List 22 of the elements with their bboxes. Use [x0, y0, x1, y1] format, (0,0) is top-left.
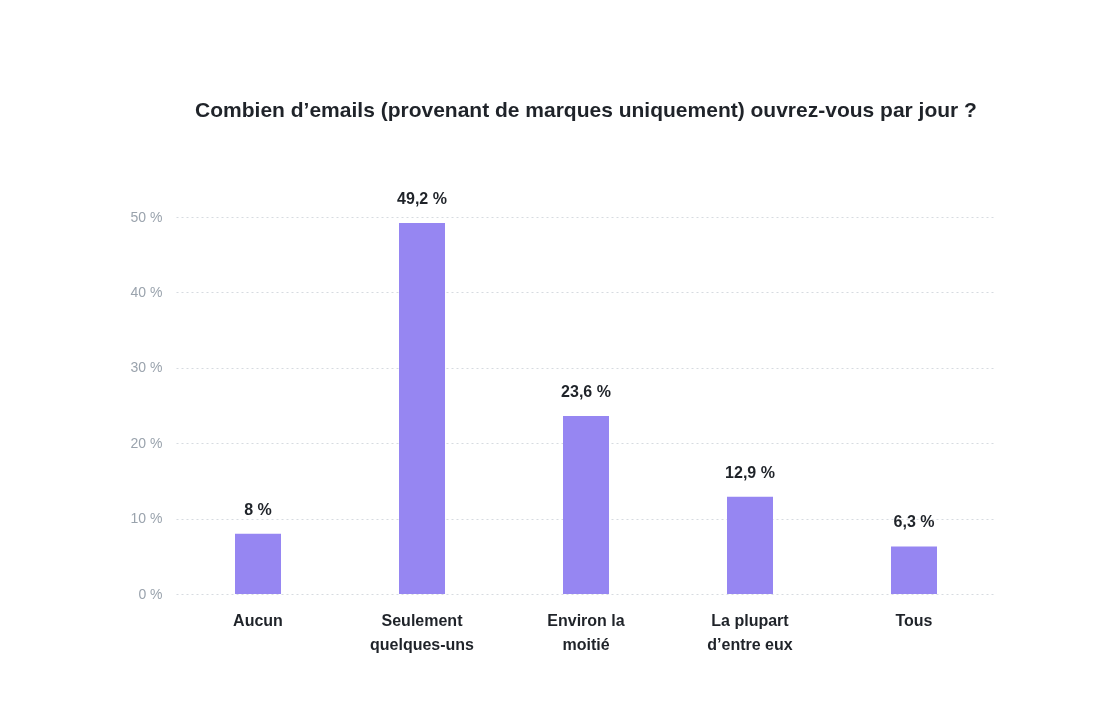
data-label: 12,9 % — [725, 463, 775, 481]
data-label: 23,6 % — [561, 383, 611, 401]
x-tick-label: La plupart d’entre eux — [707, 611, 793, 653]
y-tick-label: 40 % — [130, 283, 163, 300]
bar — [891, 546, 937, 594]
x-tick-label: Aucun — [233, 611, 283, 629]
x-tick-label: Seulement quelques-uns — [369, 611, 475, 653]
x-tick-label: Environ la moitié — [547, 611, 625, 653]
bar — [235, 533, 281, 594]
y-tick-label: 30 % — [130, 359, 163, 376]
y-tick-label: 10 % — [130, 510, 163, 527]
y-tick-label: 20 % — [130, 434, 163, 451]
y-tick-label: 0 % — [138, 585, 163, 602]
chart-title: Combien d’emails (provenant de marques uniquement) ouvrez-vous par jour ? — [195, 98, 977, 122]
bar — [399, 223, 445, 594]
data-label: 49,2 % — [397, 190, 447, 208]
bar — [563, 416, 609, 594]
bar — [727, 496, 773, 594]
y-tick-label: 50 % — [130, 208, 163, 225]
data-label: 8 % — [244, 500, 272, 518]
data-label: 6,3 % — [893, 513, 935, 531]
x-tick-label: Tous — [895, 611, 933, 629]
